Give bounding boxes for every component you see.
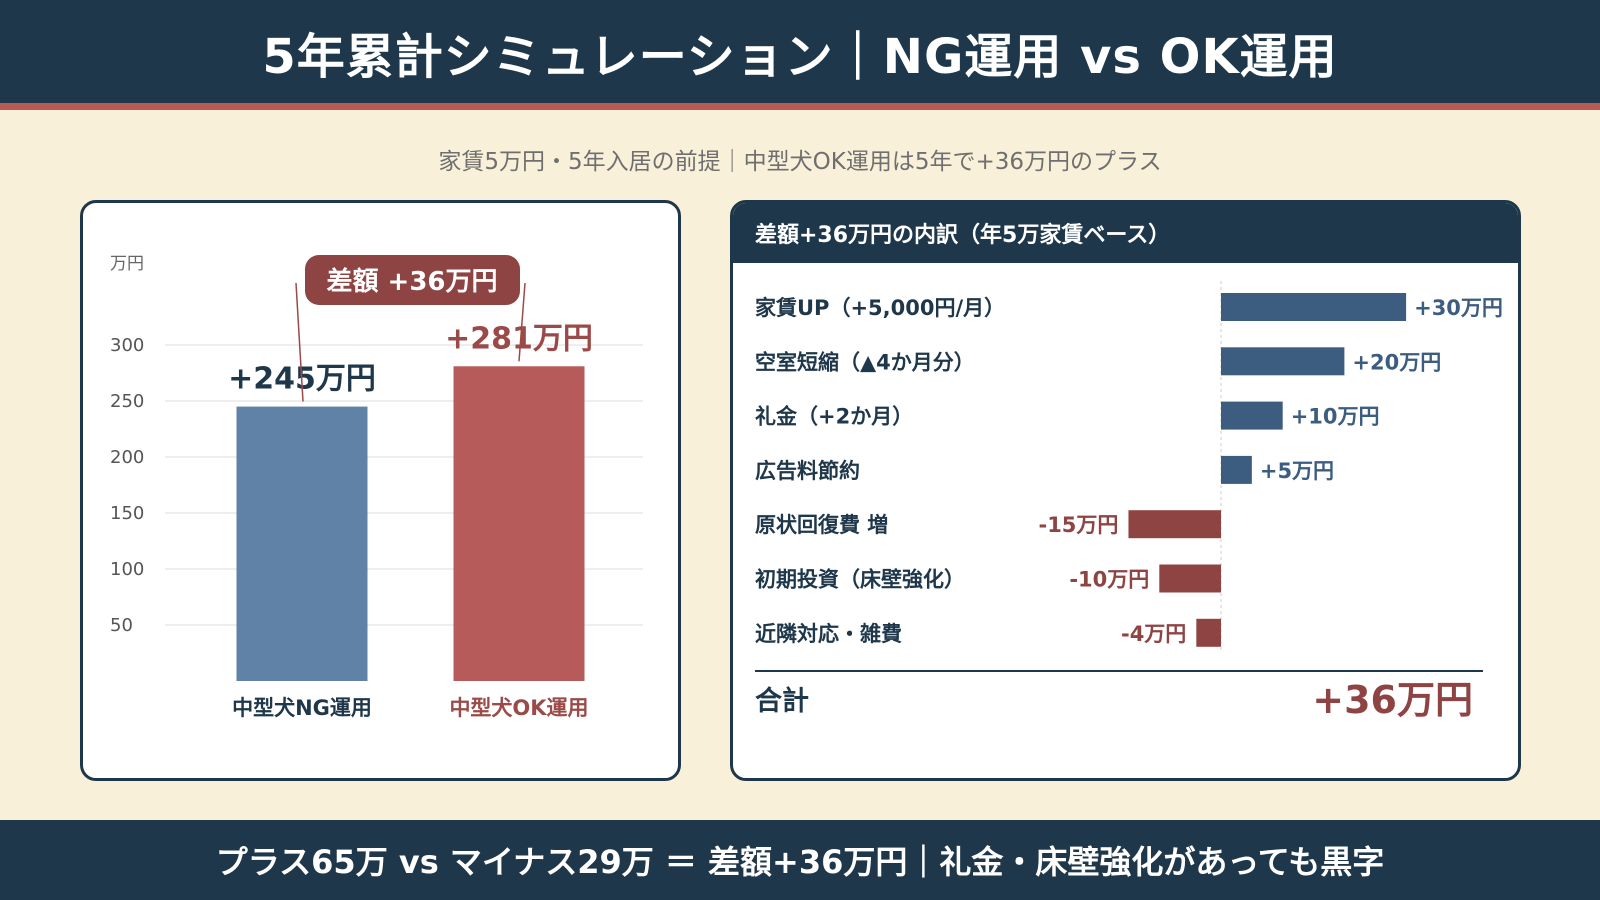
row-category-label: 原状回復費 増 bbox=[755, 513, 888, 537]
total-label: 合計 bbox=[755, 685, 809, 717]
positive-bar bbox=[1221, 347, 1345, 376]
total-value: +36万円 bbox=[1312, 678, 1473, 722]
y-tick-label: 250 bbox=[110, 391, 144, 412]
row-category-label: 空室短縮（▲4か月分） bbox=[755, 350, 975, 374]
y-tick-label: 50 bbox=[110, 615, 133, 636]
negative-bar bbox=[1159, 564, 1221, 593]
row-category-label: 家賃UP（+5,000円/月） bbox=[755, 296, 1005, 320]
row-category-label: 礼金（+2か月） bbox=[755, 405, 913, 429]
footer-bar: プラス65万 vs マイナス29万 ＝ 差額+36万円｜礼金・床壁強化があっても… bbox=[0, 820, 1600, 900]
bar-ok bbox=[453, 366, 585, 681]
diff-connector-left bbox=[295, 282, 304, 402]
breakdown-chart-card: 差額+36万円の内訳（年5万家賃ベース） 家賃UP（+5,000円/月） +30万… bbox=[730, 200, 1521, 781]
positive-bar bbox=[1221, 401, 1283, 430]
y-axis-unit-label: 万円 bbox=[110, 254, 144, 274]
positive-bar bbox=[1221, 455, 1252, 484]
bar-value-label: -4万円 bbox=[1121, 622, 1186, 646]
bar-ng bbox=[236, 406, 368, 681]
diff-badge bbox=[305, 255, 520, 305]
header-bar: 5年累計シミュレーション｜NG運用 vs OK運用 bbox=[0, 0, 1600, 110]
negative-bar bbox=[1128, 510, 1221, 539]
row-category-label: 広告料節約 bbox=[755, 459, 860, 483]
page-subtitle: 家賃5万円・5年入居の前提｜中型犬OK運用は5年で+36万円のプラス bbox=[438, 149, 1162, 175]
row-category-label: 近隣対応・雑費 bbox=[755, 622, 902, 646]
diff-badge-label: 差額 +36万円 bbox=[326, 266, 497, 297]
y-tick-label: 100 bbox=[110, 559, 144, 580]
bar-value-label: -10万円 bbox=[1069, 568, 1149, 592]
negative-bar bbox=[1196, 618, 1221, 647]
y-tick-label: 200 bbox=[110, 447, 144, 468]
y-tick-label: 150 bbox=[110, 503, 144, 524]
row-category-label: 初期投資（床壁強化） bbox=[755, 568, 965, 592]
bar-value-label: +281万円 bbox=[445, 321, 593, 356]
x-category-label: 中型犬OK運用 bbox=[449, 696, 588, 720]
x-category-label: 中型犬NG運用 bbox=[232, 696, 372, 720]
diff-connector-right bbox=[518, 282, 526, 362]
bar-value-label: +5万円 bbox=[1260, 459, 1334, 483]
y-tick-label: 300 bbox=[110, 335, 144, 356]
comparison-bar-chart: 万円50100150200250300+245万円中型犬NG運用+281万円中型… bbox=[110, 254, 643, 720]
bar-value-label: +20万円 bbox=[1352, 350, 1441, 374]
bar-value-label: +10万円 bbox=[1291, 405, 1380, 429]
page-title: 5年累計シミュレーション｜NG運用 vs OK運用 bbox=[262, 28, 1338, 85]
bar-value-label: -15万円 bbox=[1038, 513, 1118, 537]
footer-summary: プラス65万 vs マイナス29万 ＝ 差額+36万円｜礼金・床壁強化があっても… bbox=[215, 843, 1385, 881]
bar-value-label: +30万円 bbox=[1414, 296, 1503, 320]
breakdown-header: 差額+36万円の内訳（年5万家賃ベース） bbox=[733, 203, 1518, 263]
positive-bar bbox=[1221, 293, 1407, 321]
comparison-chart-card: 万円 50 100 150 200 250 300 +245万円 中型犬NG運用 +281万円 中型… bbox=[80, 200, 681, 781]
